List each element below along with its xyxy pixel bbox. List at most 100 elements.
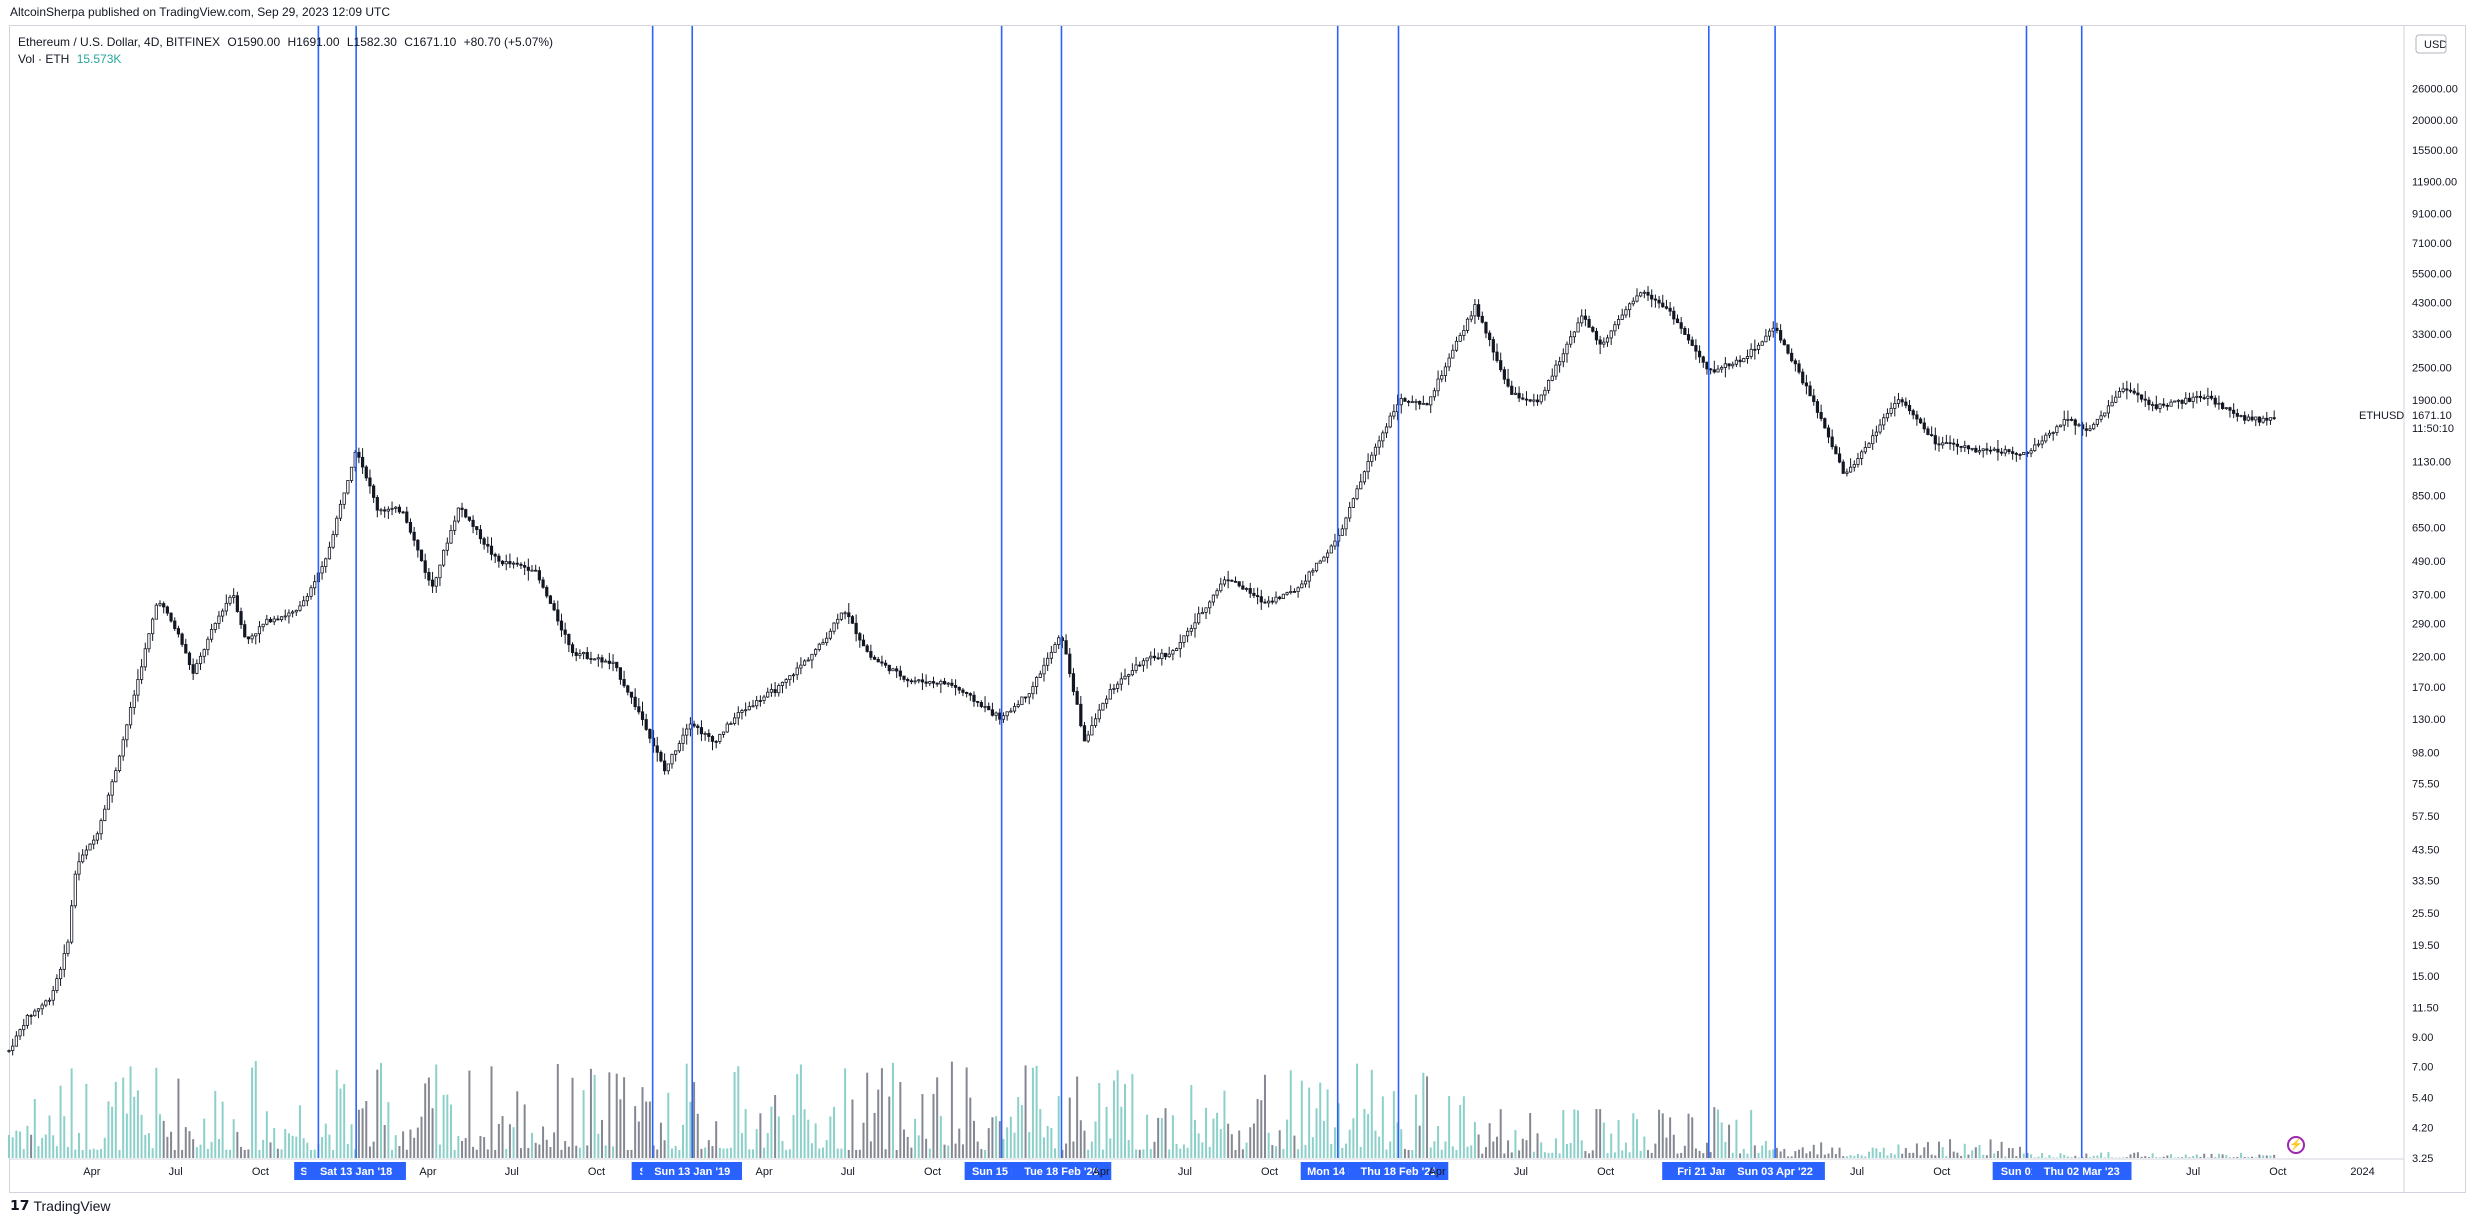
volume-bar [1547,1152,1550,1158]
candle-body [1042,664,1046,675]
volume-bar [1949,1139,1952,1158]
chart-legend: Ethereum / U.S. Dollar, 4D, BITFINEX O15… [18,34,553,68]
volume-bar [1135,1149,1138,1158]
volume-bar [2004,1156,2007,1158]
price-tick-label: 7100.00 [2412,238,2452,250]
candle-body [408,521,413,533]
candle-body [239,611,243,625]
marker-label: Sun 03 Apr '22 [1737,1166,1813,1178]
price-tick-label: 220.00 [2412,651,2446,663]
candle-body [2143,398,2147,401]
candle-body [987,705,991,711]
candle-body [1322,556,1326,562]
candle-body [869,651,873,658]
volume-bar [1635,1119,1638,1158]
volume-bar [1422,1072,1425,1158]
candle-body [176,628,181,635]
candle-body [714,740,718,743]
volume-bar [1094,1121,1097,1158]
volume-bar [2000,1141,2003,1158]
chart-frame[interactable] [9,25,2466,1193]
candle-body [721,731,726,735]
candle-body [464,509,468,518]
candle-body [1429,396,1433,406]
volume-bar [159,1114,162,1158]
volume-bar [1315,1108,1318,1158]
candle-body [2036,443,2041,446]
candle-body [70,905,74,943]
volume-bar [1919,1155,1922,1158]
price-tick-label: 15500.00 [2412,145,2458,157]
volume-bar [206,1148,209,1158]
candle-body [298,605,302,611]
volume-bar [2089,1157,2092,1158]
volume-bar [1208,1146,1211,1158]
candle-body [254,633,258,637]
volume-bar [1783,1148,1786,1158]
volume-bar [972,1120,975,1158]
volume-bar [1083,1130,1086,1158]
candle-body [615,661,619,669]
candle-body [1815,401,1820,413]
candle-body [965,691,969,694]
candle-body [1723,363,1727,368]
volume-bar [740,1133,743,1158]
volume-bar [48,1115,51,1158]
candle-body [1539,394,1543,403]
volume-bar [1702,1153,1705,1158]
volume-bar [144,1134,147,1158]
candle-body [394,506,398,509]
candle-body [1388,415,1392,428]
candle-body [1399,398,1403,406]
volume-bar [748,1149,751,1158]
volume-bar [523,1104,526,1158]
volume-bar [1275,1146,1278,1158]
candle-body [2077,424,2081,427]
currency-label: USD [2424,39,2447,51]
volume-bar [2107,1152,2110,1158]
candle-body [1149,655,1153,659]
volume-bar [1429,1147,1432,1158]
volume-bar [612,1146,615,1158]
volume-bar [424,1083,427,1158]
volume-bar [1330,1143,1333,1158]
volume-bar [1753,1145,1756,1158]
candle-body [121,739,125,757]
volume-bar [55,1146,58,1158]
candle-body [2018,454,2022,456]
volume-bar [1466,1146,1469,1158]
volume-bar [877,1089,880,1158]
candle-body [202,649,206,657]
volume-bar [1654,1143,1657,1158]
price-tick-label: 370.00 [2412,590,2446,602]
candle-body [2228,407,2232,411]
candle-body [1510,385,1514,395]
volume-bar [770,1106,773,1158]
candle-body [747,706,751,711]
volume-bar [825,1140,828,1158]
lightning-icon[interactable]: ⚡ [2287,1136,2305,1154]
footer-brand[interactable]: 𝟭𝟳 TradingView [10,1197,111,1214]
volume-bar [1046,1125,1049,1158]
volume-bar [2007,1148,2010,1158]
volume-bar [1238,1130,1241,1158]
legend-symbol[interactable]: Ethereum / U.S. Dollar, 4D, BITFINEX [18,35,221,49]
candle-body [1764,335,1768,343]
volume-bar [2247,1156,2250,1158]
candle-body [486,543,490,547]
volume-bar [685,1063,688,1158]
volume-bar [1297,1149,1300,1158]
volume-bar [807,1119,810,1158]
volume-bar [1621,1150,1624,1158]
candle-body [1270,600,1274,603]
candle-body [666,763,670,772]
volume-bar [343,1083,346,1158]
volume-bar [1588,1153,1591,1158]
legend-vol-label[interactable]: Vol · ETH [18,52,70,66]
candle-body [1241,585,1245,590]
candle-body [600,657,604,663]
candle-body [2121,388,2125,392]
candle-body [526,566,530,571]
price-axis: USD 26000.00 20000.00 15500.00 11900.00 9100.… [2359,26,2458,1192]
